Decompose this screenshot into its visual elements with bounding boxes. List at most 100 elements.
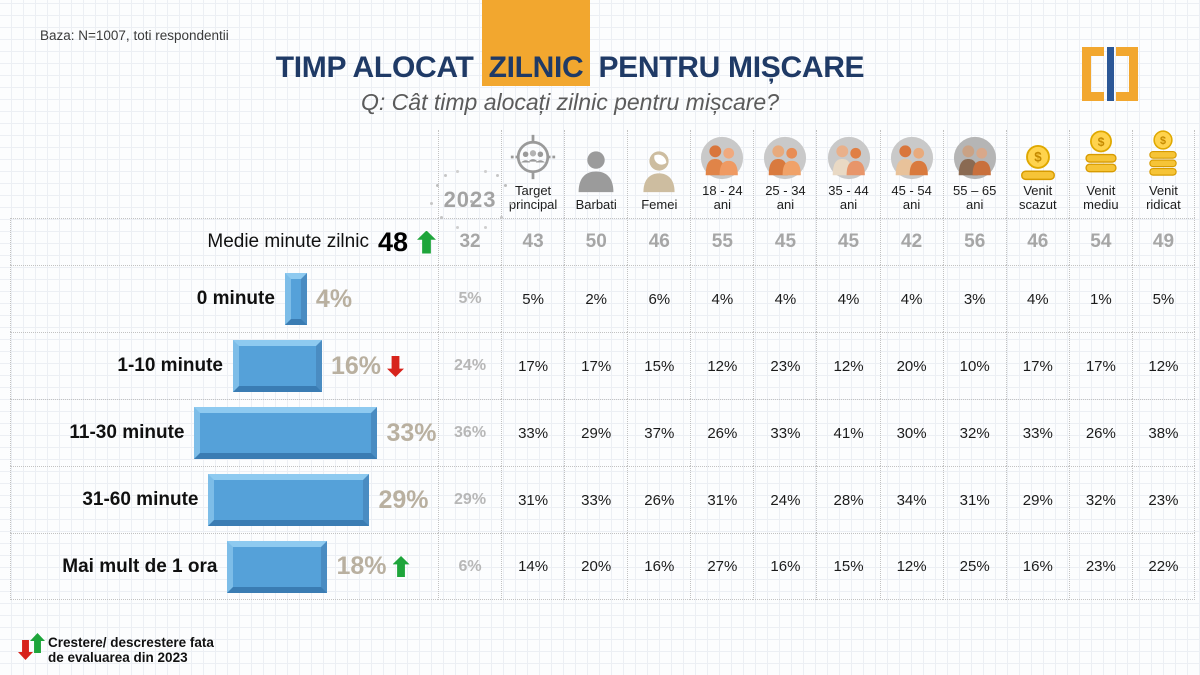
value-cell: 17% [564, 332, 628, 399]
value-cell: 15% [627, 332, 691, 399]
average-value-cell: 45 [753, 218, 817, 265]
title-post: PENTRU MIȘCARE [590, 51, 865, 84]
value-cell: 24% [753, 466, 817, 533]
value-cell: 31% [501, 466, 565, 533]
column-header-age-45-54: 45 - 54 ani [879, 130, 943, 218]
row-label-cell: Mai mult de 1 ora 18% [10, 533, 438, 600]
column-header-age-25-34: 25 - 34 ani [753, 130, 816, 218]
average-value-cell: 46 [627, 218, 691, 265]
legend-line-2: de evaluarea din 2023 [48, 650, 188, 665]
title-pre: TIMP ALOCAT [275, 51, 482, 84]
column-header-venit-scazut: $ Venit scazut [1005, 130, 1069, 218]
bar [227, 540, 328, 593]
column-header-label: 18 - 24 ani [702, 182, 743, 213]
value-cell: 29% [564, 399, 628, 466]
row-label: Mai mult de 1 ora [62, 555, 218, 577]
male-silhouette-icon [578, 151, 614, 193]
column-header-label: Venit scazut [1018, 182, 1057, 213]
value-cell: 20% [879, 332, 943, 399]
bar [232, 340, 322, 392]
value-cell: 12% [816, 332, 880, 399]
title-highlight: ZILNIC [481, 0, 591, 86]
value-cell: 4% [1005, 265, 1069, 332]
value-cell: 5% [438, 265, 502, 332]
coins-1-icon: $ [1020, 144, 1055, 181]
value-cell: 16% [1005, 533, 1069, 600]
header: TIMP ALOCAT ZILNIC PENTRU MIȘCARE Q: Cât… [0, 0, 1140, 116]
value-cell: 2% [564, 265, 628, 332]
column-header-label: Femei [641, 197, 678, 213]
value-cell: 5% [501, 265, 565, 332]
row-label: 31-60 minute [82, 489, 199, 510]
value-cell: 41% [816, 399, 880, 466]
average-row-title: Medie minute zilnic [207, 231, 369, 252]
value-cell: 26% [627, 466, 691, 533]
row-label-cell: 1-10 minute 16% [10, 332, 438, 399]
column-header-label: Barbati [575, 197, 617, 213]
average-value-cell: 50 [564, 218, 628, 265]
value-cell: 30% [879, 399, 943, 466]
value-cell: 32% [942, 399, 1006, 466]
trend-legend: Crestere/ descrestere fata de evaluarea … [18, 631, 214, 665]
company-logo-icon [1082, 47, 1138, 101]
value-cell: 31% [942, 466, 1006, 533]
age-group-icon [701, 136, 744, 179]
bar-value-label: 4% [315, 284, 353, 313]
average-value-cell: 43 [501, 218, 565, 265]
value-cell: 22% [1131, 533, 1195, 600]
average-value-cell: 49 [1131, 218, 1195, 265]
row-label-cell: 11-30 minute 33% [10, 399, 438, 466]
bar [284, 273, 307, 325]
column-header-label: Target principal [508, 182, 558, 213]
value-cell: 24% [438, 332, 502, 399]
value-cell: 4% [753, 265, 817, 332]
column-header-target: Target principal [501, 130, 564, 218]
average-value-cell: 42 [879, 218, 943, 265]
question-subtitle: Q: Cât timp alocați zilnic pentru mișcar… [361, 89, 779, 115]
value-cell: 14% [501, 533, 565, 600]
value-cell: 23% [1068, 533, 1132, 600]
average-total-value: 48 [377, 226, 408, 257]
row-label: 1-10 minute [117, 355, 223, 376]
row-label: 11-30 minute [69, 422, 185, 443]
average-value-cell: 46 [1005, 218, 1069, 265]
column-header-label: 25 - 34 ani [765, 182, 806, 213]
female-silhouette-icon [643, 151, 675, 193]
value-cell: 33% [753, 399, 817, 466]
bar [194, 407, 378, 459]
row-label-cell: 31-60 minute 29% [10, 466, 438, 533]
legend-line-1: Crestere/ descrestere fata [48, 635, 214, 650]
increase-arrow-icon [30, 633, 45, 653]
value-cell: 6% [438, 533, 502, 600]
row-label: 0 minute [196, 288, 275, 309]
value-cell: 38% [1131, 399, 1195, 466]
age-group-icon [764, 136, 807, 179]
value-cell: 27% [690, 533, 754, 600]
target-icon [510, 134, 556, 180]
increase-arrow-icon [392, 556, 410, 577]
column-header-label: Venit ridicat [1146, 182, 1181, 213]
legend-arrows [18, 631, 48, 663]
value-cell: 16% [627, 533, 691, 600]
age-group-icon [953, 136, 996, 179]
value-cell: 17% [1068, 332, 1132, 399]
value-cell: 28% [816, 466, 880, 533]
value-cell: 23% [1131, 466, 1195, 533]
average-row-label: Medie minute zilnic 48 [10, 218, 438, 265]
results-table: 2023 Target principal Barbati Femei [10, 130, 1195, 600]
increase-arrow-icon [417, 230, 436, 254]
page-title: TIMP ALOCAT ZILNIC PENTRU MIȘCARE [0, 0, 1140, 86]
base-note: Baza: N=1007, toti respondentii [40, 28, 229, 43]
table-corner [10, 130, 438, 218]
column-header-age-35-44: 35 - 44 ani [816, 130, 879, 218]
value-cell: 31% [690, 466, 754, 533]
column-header-label: 45 - 54 ani [891, 182, 932, 213]
value-cell: 4% [879, 265, 943, 332]
value-cell: 4% [816, 265, 880, 332]
bar-value-label: 18% [336, 552, 387, 580]
bar-value-label: 33% [386, 418, 437, 447]
value-cell: 29% [1005, 466, 1069, 533]
svg-text:$: $ [1034, 150, 1042, 165]
average-value-cell: 54 [1068, 218, 1132, 265]
value-cell: 26% [1068, 399, 1132, 466]
